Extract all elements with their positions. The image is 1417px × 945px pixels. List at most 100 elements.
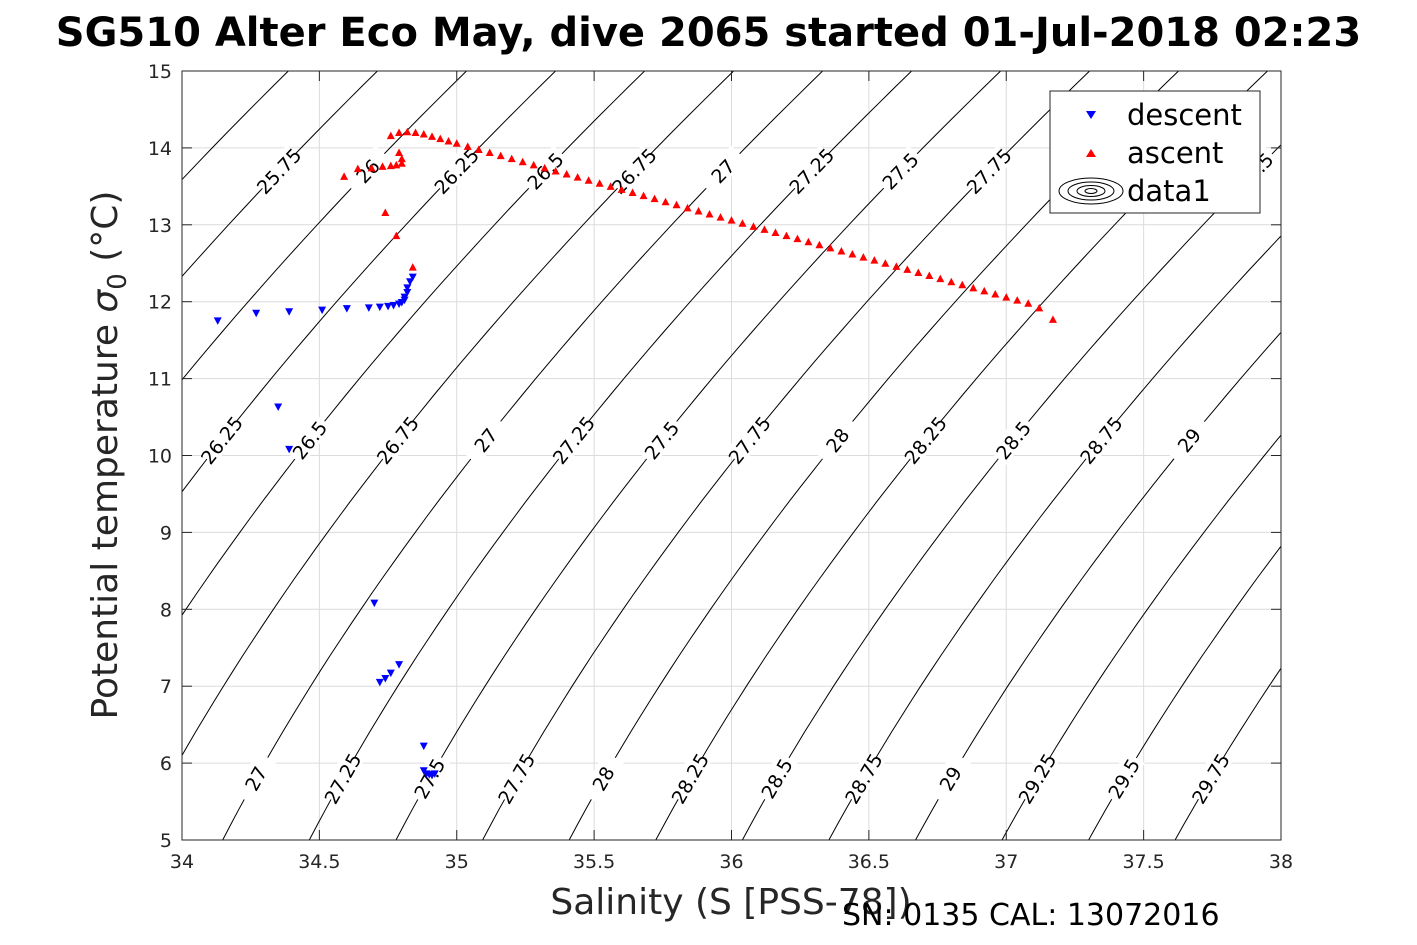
ascent-point xyxy=(573,173,582,181)
contour-line xyxy=(182,71,290,181)
x-tick-label: 36.5 xyxy=(848,851,890,873)
contour-label-bg xyxy=(320,751,364,805)
y-tick-label: 13 xyxy=(148,215,172,237)
x-tick-label: 35 xyxy=(445,851,469,873)
ascent-point xyxy=(793,234,802,243)
x-tick-label: 34.5 xyxy=(298,851,340,873)
ascent-point xyxy=(1002,293,1011,301)
descent-point xyxy=(375,303,384,312)
ascent-point xyxy=(392,231,401,240)
y-tick-label: 7 xyxy=(160,676,172,698)
ascent-point xyxy=(738,219,747,227)
contour-label-bg xyxy=(874,145,925,196)
contour-label-bg xyxy=(786,145,836,196)
contour-label-bg xyxy=(1076,413,1125,466)
ascent-point xyxy=(411,128,420,137)
ascent-point xyxy=(804,237,813,246)
ascent-point xyxy=(518,157,527,166)
ascent-point xyxy=(551,166,560,175)
legend-descent-marker xyxy=(1086,111,1096,119)
ascent-point xyxy=(584,176,593,184)
contour-label-bg xyxy=(1164,413,1213,466)
ascent-point xyxy=(947,277,956,286)
descent-point xyxy=(403,284,412,292)
ascent-point xyxy=(705,210,714,218)
ascent-point xyxy=(892,262,901,270)
contour-label-bg xyxy=(580,751,624,805)
ascent-point xyxy=(378,162,387,170)
ascent-point xyxy=(353,164,362,173)
ascent-point xyxy=(397,159,406,167)
contour-label-bg xyxy=(342,145,392,196)
contour-level-label: 27.25 xyxy=(785,144,839,198)
x-tick-label: 37 xyxy=(994,851,1018,873)
axis-ticks: 34 34.5 35 35.5 36 36.5 37 37.5 38 5 6 7 8 9 10 11 12 13 1… xyxy=(148,61,1293,873)
x-tick-label: 36 xyxy=(719,851,743,873)
contour-labels: 25.75 2626.2526.2526.526.526.7526.7527272… xyxy=(197,144,1280,808)
ascent-point xyxy=(628,188,637,197)
contour-line xyxy=(1001,434,1281,840)
ascent-point xyxy=(639,191,648,200)
x-tick-label: 34 xyxy=(170,851,194,873)
ascent-point xyxy=(969,283,978,292)
ascent-point xyxy=(474,145,483,153)
descent-point xyxy=(406,278,415,286)
ascent-point xyxy=(694,206,703,215)
x-tick-label: 38 xyxy=(1269,851,1293,873)
ascent-point xyxy=(749,222,758,230)
ascent-point xyxy=(771,228,780,236)
contour-level-label: 27.75 xyxy=(963,145,1017,199)
ascent-point xyxy=(485,148,494,157)
contour-label-bg xyxy=(1101,751,1145,805)
descent-point xyxy=(389,302,398,310)
contour-label-bg xyxy=(697,145,747,196)
ascent-point xyxy=(925,271,934,280)
x-tick-label: 35.5 xyxy=(573,851,615,873)
contour-level-label: 28.75 xyxy=(841,750,888,808)
descent-point xyxy=(403,288,412,297)
legend-ascent-marker xyxy=(1086,149,1096,157)
ascent-point xyxy=(980,286,989,295)
ascent-point xyxy=(540,163,549,172)
contour-label-bg xyxy=(407,751,451,805)
contour-label-bg xyxy=(667,751,711,805)
contour-label-bg xyxy=(1188,751,1232,805)
ascent-point xyxy=(870,256,879,264)
contour-label-bg xyxy=(900,413,949,466)
legend-box xyxy=(1049,90,1261,214)
y-tick-label: 12 xyxy=(148,292,172,314)
ascent-point xyxy=(1048,315,1057,323)
contour-level-label: 26.75 xyxy=(608,144,662,198)
ascent-point xyxy=(606,182,615,190)
legend-data1-label: data1 xyxy=(1127,174,1211,208)
y-tick-label: 9 xyxy=(160,522,172,544)
y-axis-label: Potential temperature σ0 (°C) xyxy=(85,191,133,720)
ascent-point xyxy=(562,170,571,178)
ascent-point xyxy=(367,163,376,172)
contour-level-label: 27.75 xyxy=(494,750,540,808)
ascent-point xyxy=(848,250,857,258)
ascent-point xyxy=(936,274,945,283)
descent-point xyxy=(364,304,373,312)
contour-label-bg xyxy=(841,751,885,805)
y-tick-label: 14 xyxy=(148,138,172,160)
contour-label-bg xyxy=(927,751,972,805)
ascent-point xyxy=(496,151,505,160)
ascent-point xyxy=(903,265,912,273)
descent-point xyxy=(213,317,222,325)
ascent-point xyxy=(428,132,437,140)
contour-line xyxy=(1174,667,1281,840)
legend: descent ascent data1 xyxy=(1049,90,1261,214)
contour-level-label: 25.75 xyxy=(253,144,306,199)
contour-label-bg xyxy=(608,145,658,196)
ascent-point xyxy=(529,160,538,169)
contour-label-bg xyxy=(431,145,481,196)
y-tick-label: 15 xyxy=(148,61,172,83)
ascent-point xyxy=(507,154,516,163)
ascent-point xyxy=(881,259,890,267)
ascent-point xyxy=(408,263,417,271)
descent-point xyxy=(285,445,294,454)
contour-label-bg xyxy=(253,145,303,196)
descent-point xyxy=(252,309,261,318)
x-axis-label: Salinity (S [PSS-78]) xyxy=(550,882,911,923)
